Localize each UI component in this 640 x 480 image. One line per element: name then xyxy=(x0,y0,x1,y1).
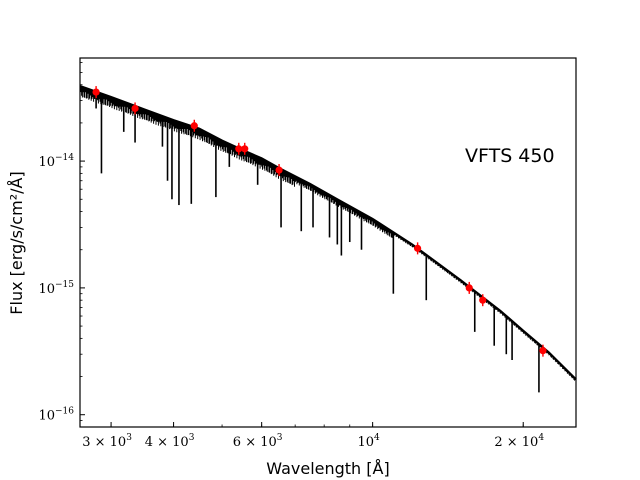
photometry-point xyxy=(190,122,198,130)
photometry-point xyxy=(275,166,283,174)
x-tick-label: 6 × 103 xyxy=(233,433,283,450)
x-tick-label: 4 × 103 xyxy=(145,433,195,450)
x-tick-label: 3 × 103 xyxy=(82,433,132,450)
spectrum-continuum xyxy=(79,85,577,381)
star-label: VFTS 450 xyxy=(465,145,555,167)
photometry-point xyxy=(131,104,139,113)
y-axis-title: Flux [erg/s/cm²/Å] xyxy=(7,171,26,314)
photometry-point xyxy=(465,284,473,292)
photometry-point xyxy=(235,145,243,153)
plot-frame xyxy=(79,57,577,428)
y-tick-label: 10−14 xyxy=(38,153,74,170)
x-tick-label: 2 × 104 xyxy=(494,433,544,450)
x-tick-label: 104 xyxy=(358,433,381,450)
photometry-point xyxy=(92,88,100,96)
y-tick-label: 10−16 xyxy=(38,407,74,424)
photometry-point xyxy=(241,145,249,153)
spectrum-layer xyxy=(79,85,577,393)
x-axis-title: Wavelength [Å] xyxy=(266,459,389,478)
photometry-point xyxy=(414,244,422,252)
photometry-point xyxy=(539,347,547,355)
y-tick-label: 10−15 xyxy=(38,280,74,297)
photometry-layer xyxy=(92,86,547,357)
ticks-layer: 3 × 103 4 × 103 6 × 103 104 2 × 104 10−16 10−1… xyxy=(38,62,544,450)
spectrum-line-forest xyxy=(79,86,576,381)
photometry-point xyxy=(479,296,487,304)
